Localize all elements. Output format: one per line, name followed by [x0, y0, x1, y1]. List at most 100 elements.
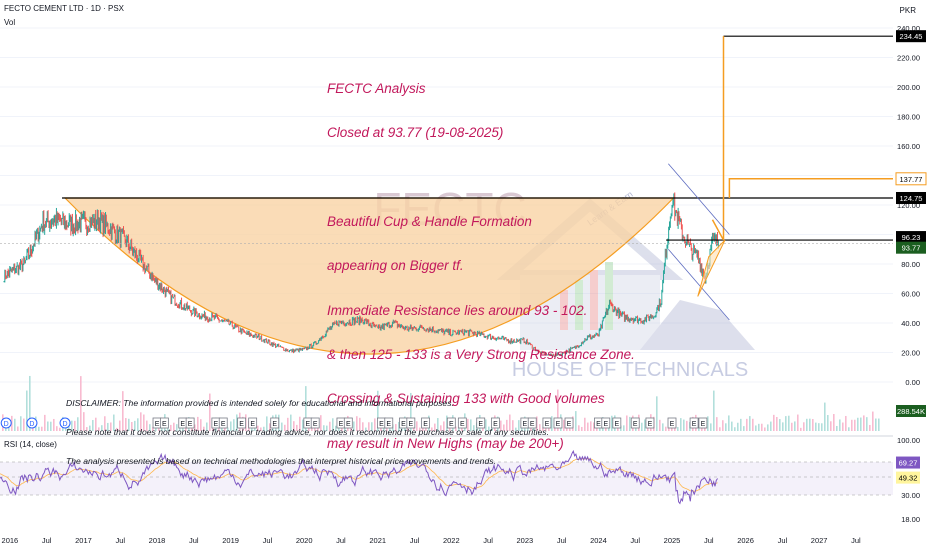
earnings-marker-label: E [155, 421, 160, 428]
volume-bar [323, 425, 325, 431]
target-projection-minor[interactable] [728, 178, 893, 198]
volume-bar [851, 419, 853, 431]
earnings-marker[interactable] [421, 417, 430, 429]
volume-bar [227, 427, 229, 431]
volume-bar [236, 414, 238, 431]
volume-bar [293, 421, 295, 431]
earnings-marker-label: E [692, 421, 697, 428]
earnings-marker[interactable] [601, 417, 611, 429]
price-badge [896, 30, 926, 43]
time-tick-label: Jul [557, 536, 567, 545]
dividend-marker[interactable] [26, 417, 38, 429]
handle-triangle[interactable] [697, 239, 726, 297]
volume-bar [110, 422, 112, 431]
volume-bar [848, 427, 850, 431]
price-tick-label: 160.00 [897, 142, 920, 151]
earnings-marker[interactable] [564, 417, 574, 429]
earnings-marker-label: E [596, 421, 601, 428]
earnings-marker[interactable] [446, 417, 456, 429]
earnings-marker[interactable] [491, 417, 500, 429]
volume-bar [38, 426, 40, 431]
earnings-marker[interactable] [218, 417, 228, 429]
volume-bar [11, 415, 13, 431]
volume-bar [284, 424, 286, 431]
earnings-marker[interactable] [343, 417, 353, 429]
channel-lower[interactable] [668, 248, 730, 321]
time-tick-label: 2024 [590, 536, 607, 545]
price-badge [896, 241, 926, 254]
target-projection-major[interactable] [711, 36, 725, 241]
earnings-marker-label: E [313, 421, 318, 428]
earnings-marker[interactable] [270, 417, 280, 429]
volume-bar [53, 418, 55, 431]
earnings-marker-label: E [379, 421, 384, 428]
earnings-marker[interactable] [237, 417, 247, 429]
earnings-marker[interactable] [612, 417, 622, 429]
earnings-marker-label: E [556, 421, 561, 428]
rsi-label[interactable]: RSI (14, close) [4, 440, 57, 449]
symbol-title[interactable]: FECTO CEMENT LTD · 1D · PSX [4, 4, 125, 13]
earnings-marker[interactable] [159, 417, 169, 429]
volume-bar [854, 419, 856, 431]
time-tick-label: 2019 [222, 536, 239, 545]
volume-bar [824, 402, 826, 431]
channel-upper[interactable] [668, 163, 730, 235]
price-badge-label: 96.23 [902, 233, 921, 242]
volume-bar [455, 426, 457, 431]
earnings-marker[interactable] [645, 417, 655, 429]
volume-bar [281, 422, 283, 431]
volume-bar [290, 414, 292, 431]
earnings-marker-label: E [214, 421, 219, 428]
volume-bar [410, 392, 412, 431]
volume-bar [725, 423, 727, 431]
earnings-marker-label: E [670, 421, 675, 428]
time-axis[interactable]: 2016 Jul 2017 Jul 2018 Jul 2019 Jul 2020 Jul 2021 J… [2, 536, 862, 545]
earnings-marker-label: E [701, 421, 706, 428]
rsi-pane[interactable] [0, 449, 893, 505]
volume-bar [713, 390, 715, 431]
dividend-marker[interactable] [0, 417, 12, 429]
volume-bar [356, 416, 358, 431]
volume-bar [761, 423, 763, 431]
price-tick-label: 0.00 [905, 378, 920, 387]
volume-bar [788, 415, 790, 431]
disclaimer-note[interactable]: DISCLAIMER: The information provided is … [66, 379, 549, 487]
earnings-marker[interactable] [698, 417, 708, 429]
earnings-marker[interactable] [667, 417, 677, 429]
earnings-marker[interactable] [248, 417, 258, 429]
analysis-note[interactable]: FECTC Analysis Closed at 93.77 (19-08-20… [327, 52, 657, 481]
earnings-marker[interactable] [185, 417, 195, 429]
earnings-marker[interactable] [384, 417, 394, 429]
volume-bar [677, 427, 679, 431]
earnings-marker[interactable] [689, 417, 699, 429]
earnings-marker[interactable] [542, 417, 552, 429]
drawing-lines[interactable] [0, 35, 893, 321]
volume-bar [776, 416, 778, 431]
earnings-marker[interactable] [527, 417, 537, 429]
earnings-marker[interactable] [553, 417, 563, 429]
earnings-marker-label: E [545, 421, 550, 428]
earnings-marker[interactable] [406, 417, 416, 429]
volume-bar [518, 420, 520, 431]
earnings-marker[interactable] [457, 417, 467, 429]
analysis-line [327, 170, 657, 185]
volume-bar [209, 393, 211, 431]
dividend-marker[interactable] [59, 417, 71, 429]
earnings-marker[interactable] [310, 417, 320, 429]
time-tick-label: 2026 [737, 536, 754, 545]
volume-bar [305, 386, 307, 431]
volume-bar [599, 427, 601, 431]
volume-label[interactable]: Vol [4, 18, 16, 27]
price-badge-label: 137.77 [900, 175, 923, 184]
price-axis[interactable]: 240.00220.00200.00180.00160.00140.00120.… [897, 24, 920, 387]
earnings-marker[interactable] [476, 417, 486, 429]
volume-bar [758, 423, 760, 431]
earnings-marker[interactable] [630, 417, 640, 429]
volume-bar [782, 422, 784, 431]
volume-bar [539, 424, 541, 431]
earnings-marker-label: E [603, 421, 608, 428]
